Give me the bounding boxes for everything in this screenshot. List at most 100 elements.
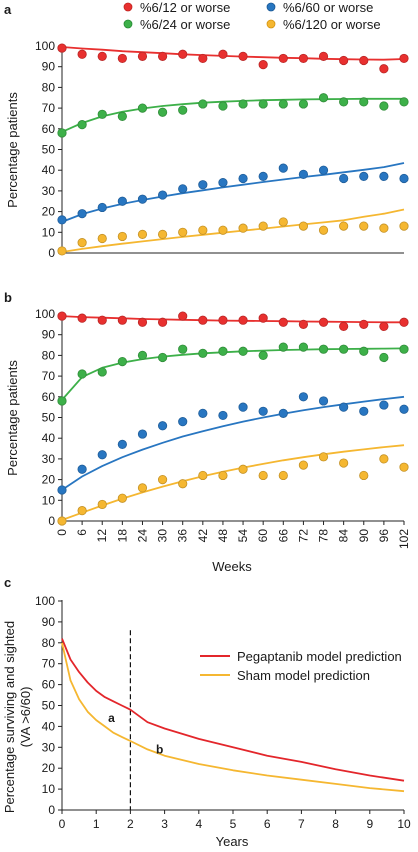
data-point — [198, 315, 208, 325]
y-tick-label: 100 — [35, 307, 55, 321]
data-point — [399, 53, 409, 64]
data-point — [339, 458, 349, 468]
data-point — [399, 173, 409, 184]
data-point — [157, 352, 168, 363]
data-point — [379, 223, 389, 233]
data-point — [137, 429, 148, 439]
data-point — [238, 315, 248, 325]
x-tick-label: 18 — [115, 529, 129, 543]
x-tick-label: 1 — [93, 817, 100, 831]
y-tick-label: 30 — [42, 452, 56, 466]
data-point — [178, 184, 188, 194]
panel-c: c Percentage surviving and sighted (VA >… — [2, 575, 411, 849]
legend-item-sham: Sham model prediction — [200, 668, 370, 683]
data-point — [218, 49, 228, 59]
x-tick-label: 48 — [216, 529, 230, 543]
data-point — [178, 227, 188, 237]
legend: Pegaptanib model prediction Sham model p… — [200, 649, 402, 683]
data-point — [258, 221, 268, 231]
data-point — [258, 99, 268, 109]
x-tick-label: 54 — [236, 529, 250, 543]
panel-a: a %6/12 or worse %6/60 or worse %6/24 or… — [4, 0, 409, 260]
data-point — [379, 454, 389, 464]
data-point — [399, 221, 409, 231]
data-point — [278, 99, 288, 109]
data-point — [339, 221, 349, 231]
y-tick-label: 50 — [42, 411, 56, 425]
y-tick-label: 50 — [42, 143, 56, 157]
x-tick-label: 72 — [296, 529, 310, 543]
data-point — [278, 470, 288, 481]
y-tick-label: 70 — [42, 369, 56, 383]
data-point — [157, 474, 168, 485]
data-point — [178, 344, 188, 354]
data-point — [238, 173, 248, 184]
x-tick-label: 60 — [256, 529, 270, 543]
legend-item-pegaptanib: Pegaptanib model prediction — [200, 649, 402, 664]
data-point — [57, 311, 67, 321]
data-point — [218, 101, 228, 111]
data-point — [238, 464, 248, 474]
data-point — [157, 190, 168, 200]
data-point — [178, 479, 188, 489]
y-tick-label: 10 — [42, 225, 56, 239]
annotation-label: b — [156, 743, 163, 757]
data-point — [97, 109, 107, 119]
fit-line — [61, 46, 405, 61]
data-point — [339, 402, 349, 412]
y-tick-label: 100 — [35, 39, 55, 53]
data-point — [258, 350, 268, 360]
x-tick-label: 36 — [176, 529, 190, 543]
y-tick-label: 30 — [42, 740, 56, 754]
data-point — [97, 499, 107, 510]
data-point — [379, 171, 389, 182]
data-point — [399, 344, 409, 354]
data-point — [278, 53, 288, 64]
data-point — [198, 180, 208, 190]
legend-marker-green — [123, 19, 133, 29]
data-point — [258, 470, 268, 481]
y-tick-label: 70 — [42, 101, 56, 115]
legend-marker-blue — [266, 2, 276, 12]
data-point — [278, 342, 288, 352]
data-point — [359, 221, 369, 231]
legend-label-yellow: %6/120 or worse — [283, 17, 381, 32]
y-tick-label: 50 — [42, 699, 56, 713]
data-point — [318, 452, 329, 462]
data-point — [359, 346, 369, 356]
y-tick-label: 100 — [35, 594, 55, 608]
data-point — [57, 396, 67, 406]
data-point — [157, 107, 168, 117]
data-point — [298, 460, 309, 470]
data-point — [137, 317, 148, 327]
data-point — [77, 209, 87, 219]
data-point — [298, 342, 309, 352]
data-point — [57, 246, 67, 256]
legend-label-red: %6/12 or worse — [140, 0, 230, 15]
data-point — [137, 350, 148, 360]
data-point — [57, 516, 67, 526]
y-tick-label: 90 — [42, 60, 56, 74]
y-tick-label: 90 — [42, 328, 56, 342]
y-tick-label: 80 — [42, 348, 56, 362]
data-point — [178, 49, 188, 59]
y-tick-label: 10 — [42, 782, 56, 796]
y-axis-label: Percentage patients — [5, 92, 20, 208]
data-point — [298, 53, 309, 64]
x-tick-label: 90 — [357, 529, 371, 543]
fit-line — [61, 208, 405, 253]
data-point — [298, 99, 309, 109]
y-tick-label: 80 — [42, 80, 56, 94]
x-tick-label: 7 — [298, 817, 305, 831]
data-point — [379, 352, 389, 363]
data-point — [157, 421, 168, 431]
legend-label-sham: Sham model prediction — [237, 668, 370, 683]
data-point — [77, 120, 87, 130]
data-point — [198, 225, 208, 235]
panel-a-letter: a — [4, 2, 12, 17]
data-point — [399, 404, 409, 414]
data-point — [57, 215, 67, 225]
x-tick-label: 10 — [397, 817, 411, 831]
panel-c-letter: c — [4, 575, 11, 590]
x-tick-label: 102 — [397, 529, 411, 549]
